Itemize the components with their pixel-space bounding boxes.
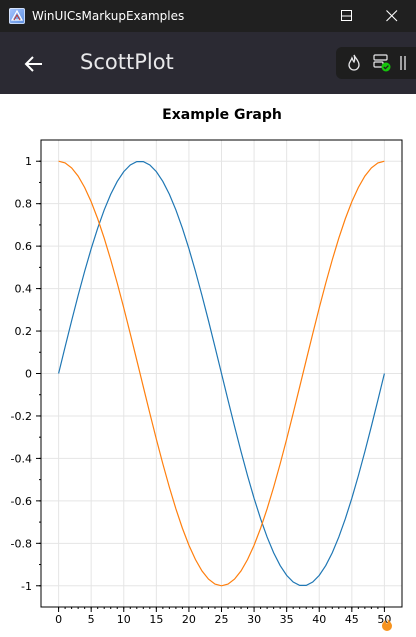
x-tick-label: 35 (280, 613, 294, 626)
back-arrow-icon (24, 56, 42, 72)
flame-cursor-icon (382, 618, 392, 631)
y-tick-label: 1 (25, 155, 32, 168)
chart[interactable]: Example Graph 0 5 10 15 20 25 30 35 40 45 5010.80.… (0, 94, 416, 637)
y-tick-label: 0 (25, 368, 32, 381)
pause-icon (400, 56, 406, 70)
y-tick-label: -1 (21, 580, 32, 593)
x-tick-label: 40 (312, 613, 326, 626)
y-tick-label: 0.4 (15, 283, 33, 296)
series-line-sin (58, 161, 385, 586)
close-button[interactable] (370, 0, 416, 32)
y-tick-label: 0.2 (15, 325, 33, 338)
chart-series (58, 160, 385, 587)
series-line-cos (58, 160, 385, 587)
server-check-icon (373, 54, 391, 72)
y-tick-label: 0.6 (15, 240, 33, 253)
title-bar: WinUICsMarkupExamples (0, 0, 416, 32)
plot-area[interactable]: Example Graph 0 5 10 15 20 25 30 35 40 45 50 1 0.8 0.… (0, 94, 416, 637)
x-tick-label: 5 (88, 613, 95, 626)
x-tick-label: 30 (247, 613, 261, 626)
flame-icon (348, 54, 360, 71)
flame-button[interactable] (344, 53, 364, 73)
minimize-icon (341, 15, 351, 17)
maximize-button[interactable] (329, 0, 375, 32)
maximize-icon (341, 10, 352, 21)
x-tick-label: 15 (149, 613, 163, 626)
x-tick-label: 20 (182, 613, 196, 626)
pause-button[interactable] (398, 53, 408, 73)
y-tick-label: -0.6 (11, 495, 32, 508)
app-header: ScottPlot (0, 32, 416, 94)
y-tick-label: -0.2 (11, 410, 32, 423)
server-status-button[interactable] (372, 53, 392, 73)
close-icon (386, 10, 398, 22)
minimize-button[interactable] (324, 0, 370, 32)
x-tick-label: 10 (117, 613, 131, 626)
window-title: WinUICsMarkupExamples (32, 9, 185, 23)
app-icon (9, 8, 25, 24)
back-button[interactable] (20, 52, 50, 76)
y-tick-label: 0.8 (15, 198, 33, 211)
x-tick-label: 0 (55, 613, 62, 626)
debug-toolbar (336, 47, 416, 79)
chart-ticks: 0 5 10 15 20 25 30 35 40 45 5010.80.60.40.20-0.2-0… (11, 155, 392, 626)
x-tick-label: 25 (215, 613, 229, 626)
page-title: ScottPlot (80, 50, 174, 74)
y-tick-label: -0.4 (11, 452, 32, 465)
y-tick-label: -0.8 (11, 537, 32, 550)
chart-title: Example Graph (162, 107, 282, 123)
x-tick-label: 45 (345, 613, 359, 626)
